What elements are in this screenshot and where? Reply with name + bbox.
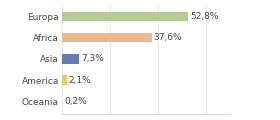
- Text: 52,8%: 52,8%: [190, 12, 219, 21]
- Bar: [62, 12, 188, 21]
- Bar: [62, 75, 67, 85]
- Text: 37,6%: 37,6%: [154, 33, 182, 42]
- Text: 2,1%: 2,1%: [69, 75, 91, 84]
- Bar: [62, 54, 79, 64]
- Bar: [62, 33, 152, 42]
- Text: 0,2%: 0,2%: [64, 97, 87, 106]
- Text: 7,3%: 7,3%: [81, 54, 104, 63]
